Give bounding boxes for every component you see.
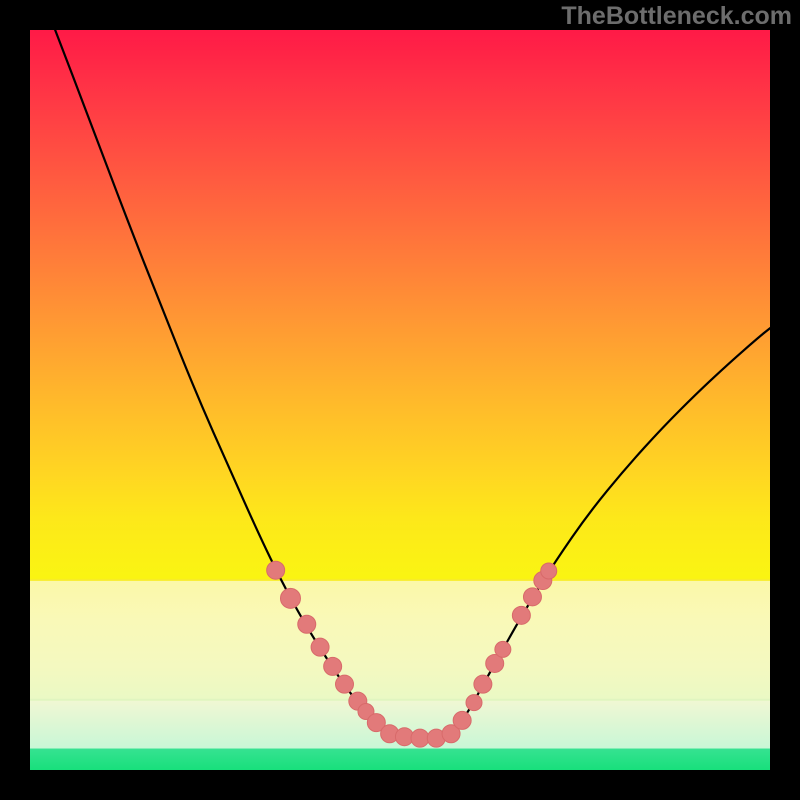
marker-dot [466, 695, 482, 711]
watermark-text: TheBottleneck.com [561, 2, 792, 31]
marker-dot [267, 561, 285, 579]
marker-dot [512, 606, 530, 624]
marker-dot [474, 675, 492, 693]
marker-dot [324, 657, 342, 675]
frame-bottom [0, 770, 800, 800]
marker-dot [298, 615, 316, 633]
marker-dot [541, 563, 557, 579]
frame-left [0, 0, 30, 800]
marker-dot [495, 641, 511, 657]
marker-dot [453, 711, 471, 729]
chart-svg [0, 0, 800, 800]
marker-dot [523, 588, 541, 606]
marker-dot [336, 675, 354, 693]
marker-dot [311, 638, 329, 656]
marker-dot [411, 729, 429, 747]
marker-dot [280, 588, 300, 608]
gradient-area [30, 30, 770, 770]
frame-right [770, 0, 800, 800]
